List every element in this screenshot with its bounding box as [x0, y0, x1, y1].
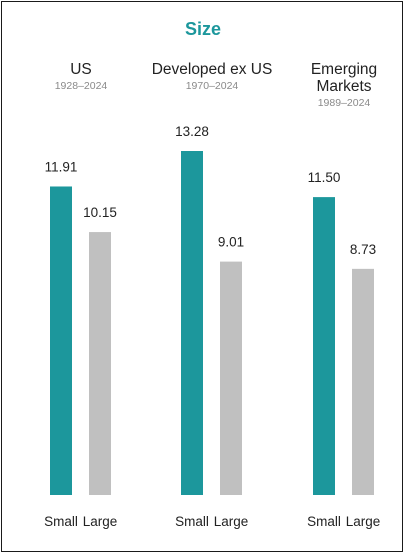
bar-large [352, 268, 374, 495]
category-label: Small [175, 514, 209, 529]
group-name-label: Markets [316, 78, 371, 95]
value-label: 8.73 [350, 242, 376, 257]
group-period-label: 1970–2024 [186, 80, 239, 92]
value-label: 10.15 [83, 205, 117, 220]
bar-small [181, 151, 203, 495]
value-label: 11.91 [45, 159, 78, 174]
category-label: Large [83, 514, 118, 529]
category-label: Large [214, 514, 249, 529]
category-label: Small [307, 514, 341, 529]
group-period-label: 1989–2024 [318, 97, 371, 109]
group-name-label: Developed ex US [152, 61, 273, 78]
bar-large [89, 232, 111, 495]
group-period-label: 1928–2024 [55, 80, 108, 92]
bar-small [50, 186, 72, 495]
chart-title: Size [184, 19, 222, 39]
value-label: 11.50 [308, 170, 341, 185]
bar-large [220, 261, 242, 495]
bar-small [313, 197, 335, 495]
category-label: Large [346, 514, 381, 529]
value-label: 13.28 [175, 124, 209, 139]
group-name-label: US [70, 61, 92, 78]
value-label: 9.01 [218, 235, 244, 250]
category-label: Small [44, 514, 78, 529]
group-name-label: Emerging [311, 61, 377, 78]
